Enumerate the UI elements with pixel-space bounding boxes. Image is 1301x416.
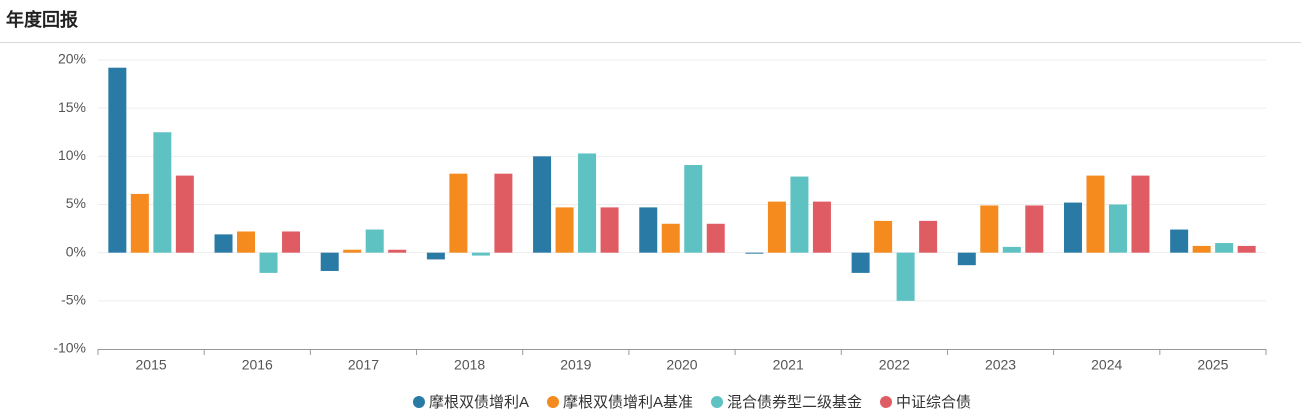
bar bbox=[365, 229, 384, 253]
bar bbox=[494, 173, 513, 253]
bar bbox=[600, 207, 619, 253]
y-tick-label: -5% bbox=[61, 292, 86, 308]
legend-marker bbox=[880, 396, 893, 408]
bar bbox=[555, 207, 574, 253]
bar bbox=[1170, 229, 1189, 253]
bar bbox=[153, 132, 172, 253]
bar bbox=[237, 231, 256, 253]
bar bbox=[449, 173, 468, 253]
bar bbox=[426, 252, 445, 260]
y-tick-label: -10% bbox=[53, 340, 86, 356]
bar bbox=[639, 207, 658, 253]
bar bbox=[130, 193, 149, 253]
y-tick-label: 0% bbox=[66, 243, 86, 259]
bar bbox=[812, 201, 831, 253]
legend-label: 摩根双债增利A bbox=[429, 393, 529, 411]
bar bbox=[1002, 246, 1021, 253]
bar bbox=[1063, 202, 1082, 253]
bar bbox=[320, 252, 339, 271]
bar bbox=[896, 252, 915, 301]
x-tick-label: 2024 bbox=[1091, 357, 1122, 373]
bar bbox=[1215, 243, 1234, 253]
legend-marker bbox=[546, 396, 559, 408]
legend-label: 混合债券型二级基金 bbox=[727, 394, 862, 411]
y-tick-label: 15% bbox=[58, 99, 86, 115]
chart-title: 年度回报 bbox=[6, 9, 78, 30]
bar bbox=[1192, 245, 1211, 253]
legend-marker bbox=[711, 396, 723, 408]
bar bbox=[1108, 204, 1127, 253]
x-tick-label: 2016 bbox=[242, 357, 273, 373]
bar bbox=[214, 234, 233, 253]
x-tick-label: 2019 bbox=[560, 357, 591, 373]
x-tick-label: 2015 bbox=[136, 357, 167, 373]
bar bbox=[343, 249, 362, 253]
bar bbox=[533, 156, 552, 253]
bar bbox=[980, 205, 999, 253]
bar bbox=[874, 220, 893, 253]
bar bbox=[578, 153, 597, 253]
bar bbox=[1025, 205, 1044, 253]
bar bbox=[684, 165, 703, 253]
bar bbox=[388, 249, 407, 253]
bar bbox=[471, 252, 490, 256]
bar bbox=[745, 252, 764, 254]
x-tick-label: 2018 bbox=[454, 357, 485, 373]
bar bbox=[919, 220, 938, 253]
x-tick-label: 2021 bbox=[773, 357, 804, 373]
legend-marker bbox=[412, 396, 425, 408]
bar bbox=[767, 201, 786, 253]
x-tick-label: 2025 bbox=[1197, 357, 1228, 373]
x-tick-label: 2023 bbox=[985, 357, 1016, 373]
bar bbox=[282, 231, 301, 253]
bar bbox=[661, 223, 680, 253]
bar bbox=[1131, 175, 1150, 253]
bar bbox=[851, 252, 870, 273]
y-tick-label: 10% bbox=[58, 147, 86, 163]
legend-label: 摩根双债增利A基准 bbox=[563, 393, 693, 411]
bar bbox=[957, 252, 976, 266]
y-tick-label: 20% bbox=[58, 51, 86, 67]
legend-label: 中证综合债 bbox=[896, 394, 971, 411]
bar bbox=[1086, 175, 1105, 253]
bar bbox=[175, 175, 194, 253]
x-tick-label: 2022 bbox=[879, 357, 910, 373]
bar bbox=[259, 252, 278, 273]
bar bbox=[790, 176, 809, 253]
x-tick-label: 2020 bbox=[666, 357, 697, 373]
bar bbox=[108, 67, 127, 253]
x-tick-label: 2017 bbox=[348, 357, 379, 373]
bar bbox=[706, 223, 725, 253]
bar bbox=[1237, 245, 1256, 253]
y-tick-label: 5% bbox=[66, 195, 86, 211]
